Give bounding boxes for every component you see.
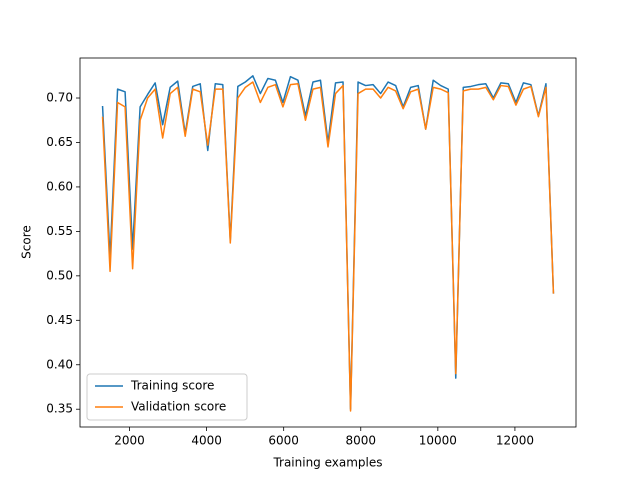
y-tick-label: 0.55 xyxy=(46,224,73,238)
legend-box xyxy=(86,373,248,421)
y-tick-label: 0.40 xyxy=(46,357,73,371)
line-series xyxy=(101,75,555,410)
legend-label: Training score xyxy=(130,379,214,393)
y-tick-label: 0.60 xyxy=(46,179,73,193)
y-tick-label: 0.70 xyxy=(46,91,73,105)
x-tick-label: 8000 xyxy=(345,434,376,448)
y-tick-label: 0.45 xyxy=(46,313,73,327)
legend-label: Validation score xyxy=(131,400,226,414)
line-series xyxy=(101,81,555,412)
y-axis-label: Score xyxy=(20,225,34,259)
x-axis-label: Training examples xyxy=(272,456,382,470)
plot-frame xyxy=(79,57,577,428)
y-tick-label: 0.65 xyxy=(46,135,73,149)
x-tick-label: 10000 xyxy=(419,434,457,448)
x-tick-label: 2000 xyxy=(114,434,145,448)
x-tick-label: 6000 xyxy=(268,434,299,448)
legend: Training score Validation score xyxy=(86,373,248,421)
y-tick-label: 0.50 xyxy=(46,268,73,282)
x-tick-label: 4000 xyxy=(191,434,222,448)
x-tick-label: 12000 xyxy=(496,434,534,448)
y-tick-label: 0.35 xyxy=(46,402,73,416)
